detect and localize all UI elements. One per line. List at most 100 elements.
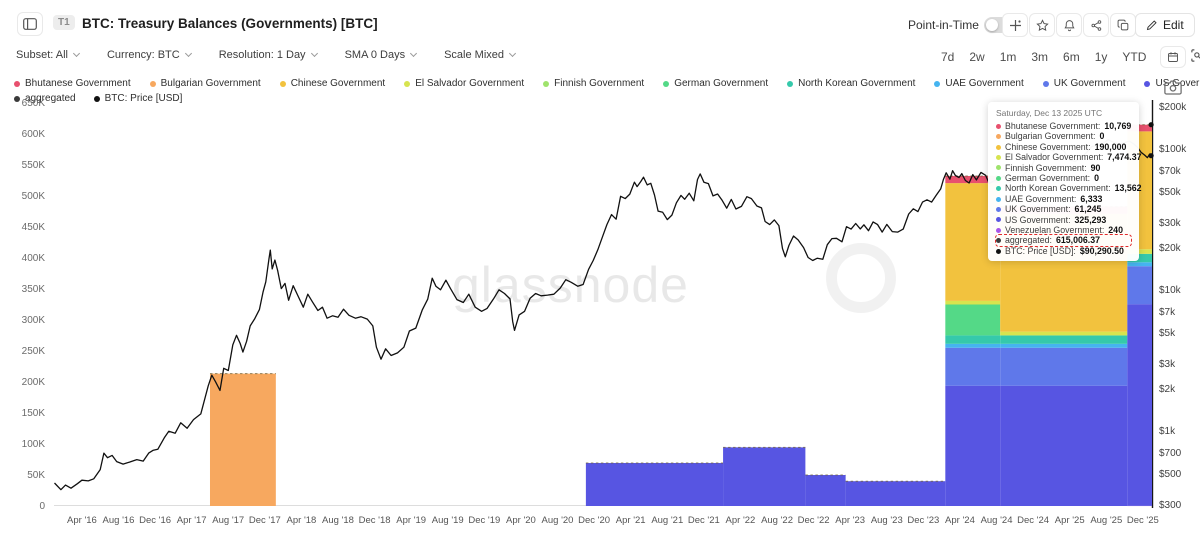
- filter-dropdown-0[interactable]: Subset: All: [16, 49, 81, 61]
- tooltip-value: 240: [1108, 225, 1123, 236]
- edit-button-label: Edit: [1163, 18, 1184, 32]
- x-axis-tick: Apr '22: [725, 515, 756, 526]
- range-button-YTD[interactable]: YTD: [1122, 50, 1147, 64]
- tooltip-dot: [996, 144, 1001, 150]
- legend-item-uk[interactable]: UK Government: [1042, 78, 1126, 89]
- range-button-2w[interactable]: 2w: [969, 50, 985, 64]
- range-button-1y[interactable]: 1y: [1094, 50, 1108, 64]
- stack-segment-4-us: [845, 481, 946, 506]
- right-axis-tick: $3k: [1159, 359, 1176, 371]
- watermark-logo: [826, 243, 896, 313]
- filter-label: Scale Mixed: [444, 49, 505, 61]
- stack-segment-0-bulgarian: [209, 373, 276, 506]
- sparkle-cursor-icon: [1009, 19, 1021, 31]
- stack-segment-7-northkorean: [1127, 253, 1152, 263]
- tooltip-label: El Salvador Government:: [1005, 152, 1104, 163]
- right-axis-tick: $1k: [1159, 426, 1176, 438]
- duplicate-button[interactable]: [1110, 13, 1136, 37]
- alerts-button[interactable]: [1056, 13, 1082, 37]
- sidebar-icon: [23, 18, 37, 30]
- tooltip-dot: [996, 227, 1001, 233]
- x-axis-tick: Dec '16: [139, 515, 172, 526]
- legend-dot: [787, 80, 794, 87]
- legend-item-northkorean[interactable]: North Korean Government: [787, 78, 915, 89]
- edit-button[interactable]: Edit: [1135, 13, 1195, 37]
- tooltip-value: 13,562: [1114, 183, 1142, 194]
- filter-dropdown-4[interactable]: Scale Mixed: [444, 49, 517, 61]
- tooltip-label: US Government:: [1005, 214, 1071, 225]
- tooltip-dot: [996, 186, 1001, 192]
- legend-item-finnish[interactable]: Finnish Government: [543, 78, 644, 89]
- filter-label: Currency: BTC: [106, 49, 180, 61]
- sidebar-toggle-button[interactable]: [17, 12, 43, 36]
- legend-item-price[interactable]: BTC: Price [USD]: [93, 93, 183, 104]
- legend-dot: [14, 80, 20, 87]
- legend-item-bhutanese[interactable]: Bhutanese Government: [14, 78, 131, 89]
- share-button[interactable]: [1083, 13, 1109, 37]
- tooltip-row-northkorean: North Korean Government: 13,562: [996, 183, 1142, 193]
- legend-item-chinese[interactable]: Chinese Government: [279, 78, 385, 89]
- x-axis-tick: Aug '19: [431, 515, 464, 526]
- left-axis-tick: 150K: [21, 408, 45, 419]
- filter-label: Subset: All: [16, 49, 68, 61]
- tooltip-row-bulgarian: Bulgarian Government: 0: [996, 131, 1131, 141]
- right-axis-tick: $10k: [1159, 285, 1181, 297]
- left-axis-tick: 300K: [21, 315, 45, 326]
- left-axis-tick: 500K: [21, 191, 45, 202]
- legend-label: BTC: Price [USD]: [104, 93, 183, 104]
- x-axis-tick: Dec '18: [358, 515, 391, 526]
- legend-item-aggregated[interactable]: aggregated: [14, 93, 76, 104]
- x-axis-tick: Dec '23: [907, 515, 940, 526]
- x-axis-tick: Dec '17: [248, 515, 281, 526]
- left-axis-tick: 250K: [21, 346, 45, 357]
- tooltip-row-uk: UK Government: 61,245: [996, 204, 1131, 214]
- left-axis-tick: 400K: [21, 253, 45, 264]
- x-axis-tick: Dec '24: [1017, 515, 1050, 526]
- stack-segment-6-northkorean: [1000, 335, 1128, 344]
- range-button-7d[interactable]: 7d: [941, 50, 955, 64]
- btc-price-line: [54, 138, 1153, 491]
- legend-item-german[interactable]: German Government: [663, 78, 768, 89]
- left-axis-tick: 100K: [21, 439, 45, 450]
- stack-segment-5-elsalvador: [945, 300, 1001, 305]
- right-axis-tick: $20k: [1159, 242, 1181, 254]
- stack-segment-7-uae: [1127, 262, 1152, 267]
- stack-segment-1-us: [585, 462, 724, 506]
- favorite-button[interactable]: [1029, 13, 1055, 37]
- screenshot-button[interactable]: [1162, 80, 1184, 98]
- x-axis-tick: Dec '20: [578, 515, 611, 526]
- tooltip-label: aggregated:: [1005, 235, 1052, 246]
- sparkle-cursor-button[interactable]: [1002, 13, 1028, 37]
- legend-item-bulgarian[interactable]: Bulgarian Government: [149, 78, 261, 89]
- tooltip-row-venezuelan: Venezuelan Government: 240: [996, 225, 1131, 235]
- legend-item-elsalvador[interactable]: El Salvador Government: [404, 78, 524, 89]
- share-icon: [1090, 19, 1101, 31]
- tooltip-label: Chinese Government:: [1005, 141, 1091, 152]
- tooltip-dot: [996, 154, 1001, 160]
- range-button-3m[interactable]: 3m: [1031, 50, 1049, 64]
- legend-item-uae[interactable]: UAE Government: [934, 78, 1024, 89]
- stack-segment-7-uk: [1127, 266, 1152, 305]
- range-button-6m[interactable]: 6m: [1063, 50, 1080, 64]
- x-axis-tick: Dec '25: [1126, 515, 1159, 526]
- filter-dropdown-2[interactable]: Resolution: 1 Day: [219, 49, 318, 61]
- tooltip-value: 90: [1090, 162, 1101, 173]
- right-axis-tick: $500: [1159, 468, 1182, 480]
- tooltip-label: UAE Government:: [1005, 193, 1077, 204]
- legend-label: Finnish Government: [554, 78, 645, 89]
- tooltip-label: German Government:: [1005, 173, 1091, 184]
- tooltip-dot: [996, 217, 1001, 223]
- left-axis-tick: 200K: [21, 377, 45, 388]
- filter-dropdown-3[interactable]: SMA 0 Days: [345, 49, 418, 61]
- stack-segment-5-bhutanese: [945, 175, 1001, 184]
- calendar-button[interactable]: [1160, 46, 1186, 68]
- legend-dot: [279, 80, 286, 87]
- legend-label: UK Government: [1053, 78, 1126, 89]
- x-axis-tick: Aug '24: [980, 515, 1013, 526]
- x-axis-tick: Aug '22: [761, 515, 793, 526]
- filter-dropdown-1[interactable]: Currency: BTC: [106, 49, 192, 61]
- range-button-1m[interactable]: 1m: [999, 50, 1017, 64]
- x-axis-tick: Apr '23: [835, 515, 866, 526]
